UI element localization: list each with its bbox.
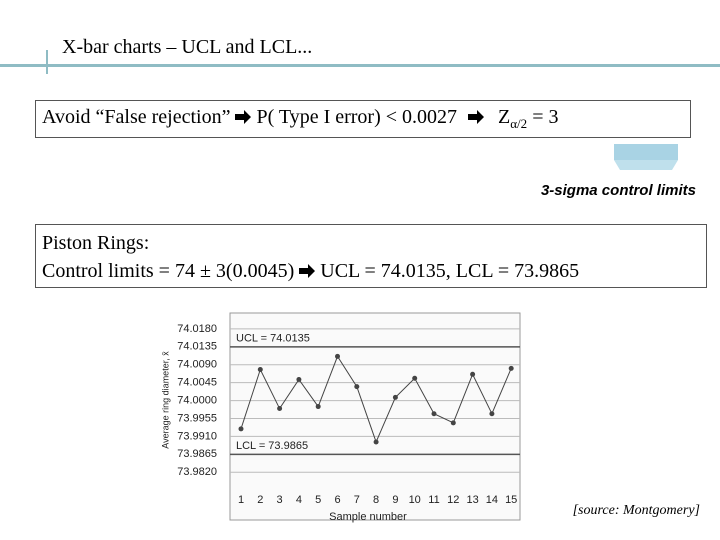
callout: 3-sigma control limits: [540, 182, 696, 199]
title-rule: [0, 64, 720, 67]
x-tick-label: 2: [257, 494, 263, 506]
x-tick-label: 13: [466, 494, 478, 506]
x-tick-label: 14: [486, 494, 498, 506]
data-point: [238, 426, 244, 432]
x-tick-label: 10: [409, 494, 421, 506]
data-point: [450, 420, 456, 426]
slide-title: X-bar charts – UCL and LCL...: [62, 36, 313, 58]
y-tick-label: 74.0045: [177, 377, 217, 389]
data-point: [489, 411, 495, 417]
x-tick-label: 3: [277, 494, 283, 506]
arrow: [468, 110, 485, 124]
text: = 3: [527, 106, 559, 128]
ucl-label: UCL = 74.0135: [236, 333, 310, 345]
y-tick-label: 73.9820: [177, 466, 217, 478]
y-tick-label: 74.0000: [177, 394, 217, 406]
text: UCL = 74.0135, LCL = 73.9865: [320, 260, 580, 282]
y-tick-label: 73.9910: [177, 430, 217, 442]
x-tick-label: 1: [238, 494, 244, 506]
data-point: [277, 406, 283, 412]
y-tick-label: 73.9865: [177, 448, 217, 460]
data-point: [431, 411, 437, 417]
statement-box: Avoid “False rejection” P( Type I error) …: [35, 100, 691, 138]
text: Control limits = 74 ± 3(0.0045): [42, 260, 295, 282]
y-axis-label: Average ring diameter, x̄: [160, 351, 170, 449]
x-tick-label: 11: [428, 494, 439, 506]
data-point: [470, 371, 476, 377]
data-point: [392, 394, 398, 400]
lcl-label: LCL = 73.9865: [236, 440, 308, 452]
x-tick-label: 15: [505, 494, 517, 506]
data-point: [412, 375, 418, 381]
x-tick-label: 5: [315, 494, 321, 506]
source: [source: Montgomery]: [572, 503, 700, 518]
subscript: α/2: [510, 116, 528, 131]
x-tick-label: 6: [334, 494, 340, 506]
data-line: [240, 355, 512, 444]
y-tick-label: 74.0135: [177, 341, 217, 353]
data-point: [335, 353, 340, 359]
x-tick-label: 4: [296, 494, 302, 506]
data-point: [257, 367, 263, 373]
arrow: [235, 110, 252, 124]
y-tick-label: 73.9955: [177, 412, 217, 424]
text: Z: [498, 106, 511, 128]
x-tick-label: 8: [373, 494, 379, 506]
text: Piston Rings:: [42, 232, 150, 254]
data-point: [354, 384, 360, 390]
plot-frame: [229, 312, 521, 521]
x-tick-label: 7: [354, 494, 360, 506]
text: P( Type I error) < 0.0027: [256, 106, 458, 128]
y-tick-label: 74.0090: [177, 359, 217, 371]
x-tick-label: 9: [392, 494, 398, 506]
text: Avoid “False rejection”: [42, 106, 231, 128]
data-point: [508, 365, 514, 371]
arrow: [299, 264, 316, 278]
x-axis-label: Sample number: [329, 511, 407, 523]
x-tick-label: 12: [447, 494, 459, 506]
down-arrow: [614, 144, 678, 170]
y-tick-label: 74.0180: [177, 323, 217, 335]
data-point: [373, 439, 379, 445]
example-box: Piston Rings: Control limits = 74 ± 3(0.…: [35, 224, 707, 288]
data-point: [315, 404, 321, 410]
title-rule-tick: [46, 50, 48, 74]
data-point: [296, 376, 302, 382]
